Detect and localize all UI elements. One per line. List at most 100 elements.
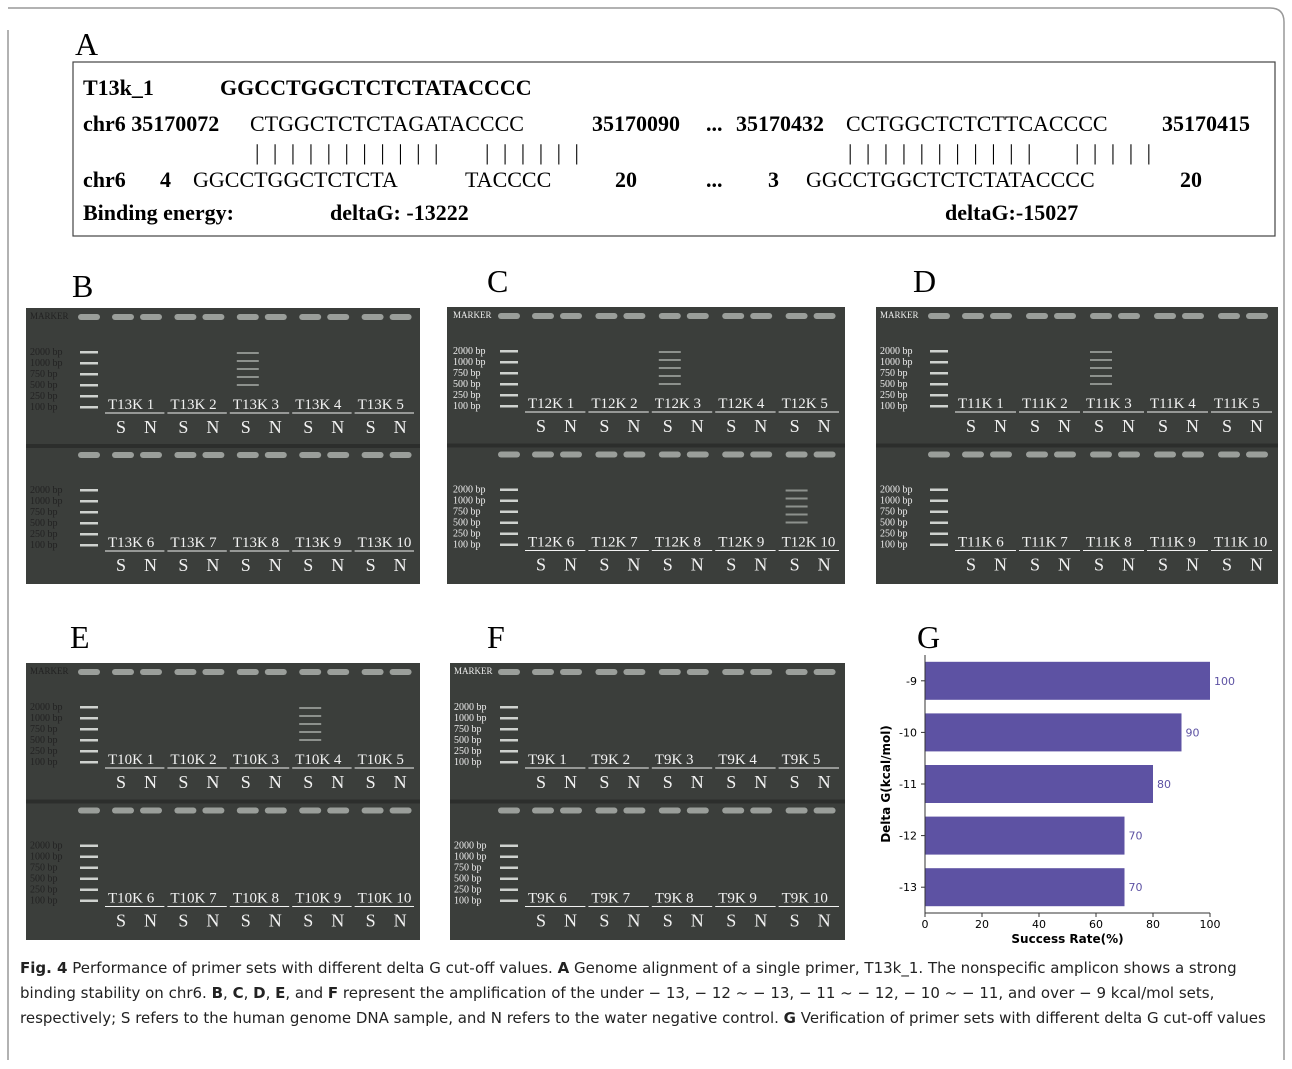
bar: [925, 817, 1125, 855]
sample-label: T10K 2: [170, 752, 216, 768]
value-label: 80: [1157, 778, 1171, 791]
ladder-label: 750 bp: [454, 724, 482, 735]
seq: TACCCC: [465, 167, 551, 192]
y-axis-title: Delta G(kcal/mol): [879, 725, 893, 843]
chr-pos: chr6 35170072: [83, 111, 219, 136]
well: [1246, 313, 1268, 319]
lane-label: N: [331, 772, 344, 792]
band: [1090, 359, 1112, 361]
ladder-label: 100 bp: [880, 540, 908, 551]
ladder-band: [80, 384, 98, 387]
ladder-label: 1000 bp: [30, 713, 63, 724]
caption-text: Performance of primer sets with differen…: [67, 959, 557, 977]
panel-letter: E: [70, 619, 90, 655]
lane-label: S: [726, 555, 736, 575]
well: [1090, 313, 1112, 319]
well: [390, 452, 412, 458]
lane-label: N: [331, 911, 344, 931]
y-tick-label: -9: [906, 675, 917, 688]
well: [750, 313, 772, 319]
value-label: 90: [1186, 726, 1200, 739]
ladder-label: 500 bp: [453, 518, 481, 529]
lane-label: N: [691, 416, 704, 436]
sample-label: T12K 8: [655, 535, 701, 551]
ladder-label: 500 bp: [880, 379, 908, 390]
well: [265, 808, 287, 814]
sample-label: T9K 3: [655, 752, 694, 768]
ladder-label: 500 bp: [454, 874, 482, 885]
band: [299, 715, 321, 717]
ladder-label: 750 bp: [30, 863, 58, 874]
gel-divider: [876, 444, 1278, 448]
well: [1026, 452, 1048, 458]
well: [786, 452, 808, 458]
marker-label: MARKER: [454, 666, 493, 676]
ladder-band: [500, 900, 518, 903]
lane-label: S: [536, 416, 546, 436]
ladder-label: 250 bp: [880, 529, 908, 540]
marker-label: MARKER: [880, 310, 919, 320]
lane-label: N: [206, 772, 219, 792]
lane-label: S: [116, 772, 126, 792]
x-tick-label: 60: [1089, 918, 1103, 931]
well: [962, 452, 984, 458]
band: [299, 723, 321, 725]
band: [659, 351, 681, 353]
lane-label: N: [754, 416, 767, 436]
sample-label: T13K 4: [295, 397, 342, 413]
well: [78, 314, 100, 320]
well: [390, 808, 412, 814]
well: [265, 314, 287, 320]
ladder-band: [500, 511, 518, 514]
band: [237, 376, 259, 378]
gel-divider: [26, 444, 420, 448]
well: [1054, 313, 1076, 319]
ladder-label: 250 bp: [30, 391, 58, 402]
well: [1026, 313, 1048, 319]
sample-label: T12K 1: [528, 396, 574, 412]
ladder-label: 1000 bp: [453, 357, 486, 368]
band: [1090, 351, 1112, 353]
bar: [925, 868, 1125, 906]
sample-label: T11K 1: [958, 396, 1004, 412]
caption-ref: B: [212, 984, 223, 1002]
ladder-band: [930, 511, 948, 514]
lane-label: N: [1058, 555, 1071, 575]
sample-label: T10K 1: [108, 752, 154, 768]
ladder-band: [930, 350, 948, 353]
ladder-label: 250 bp: [30, 529, 58, 540]
lane-label: N: [564, 772, 577, 792]
pos: 20: [1180, 167, 1202, 192]
lane-label: N: [269, 417, 282, 437]
ladder-band: [500, 533, 518, 536]
lane-label: S: [663, 772, 673, 792]
ladder-label: 750 bp: [453, 368, 481, 379]
ladder-label: 2000 bp: [453, 485, 486, 496]
well: [786, 808, 808, 814]
ladder-label: 2000 bp: [880, 485, 913, 496]
ladder-label: 250 bp: [453, 390, 481, 401]
well: [532, 452, 554, 458]
lane-label: S: [1030, 555, 1040, 575]
marker-label: MARKER: [30, 311, 69, 321]
band: [659, 359, 681, 361]
ladder-band: [80, 362, 98, 365]
lane-label: S: [726, 911, 736, 931]
energy: deltaG:-15027: [945, 200, 1078, 225]
sample-label: T11K 10: [1214, 535, 1267, 551]
lane-label: N: [691, 555, 704, 575]
band: [237, 360, 259, 362]
well: [1182, 452, 1204, 458]
sample-label: T10K 9: [295, 891, 341, 907]
well: [390, 314, 412, 320]
ladder-band: [80, 728, 98, 731]
lane-label: N: [1250, 416, 1263, 436]
well: [814, 808, 836, 814]
well: [1118, 452, 1140, 458]
well: [722, 313, 744, 319]
lane-label: N: [206, 911, 219, 931]
panel-letter: C: [487, 263, 508, 299]
lane-label: S: [599, 911, 609, 931]
lane-label: N: [691, 911, 704, 931]
lane-label: N: [1122, 555, 1135, 575]
